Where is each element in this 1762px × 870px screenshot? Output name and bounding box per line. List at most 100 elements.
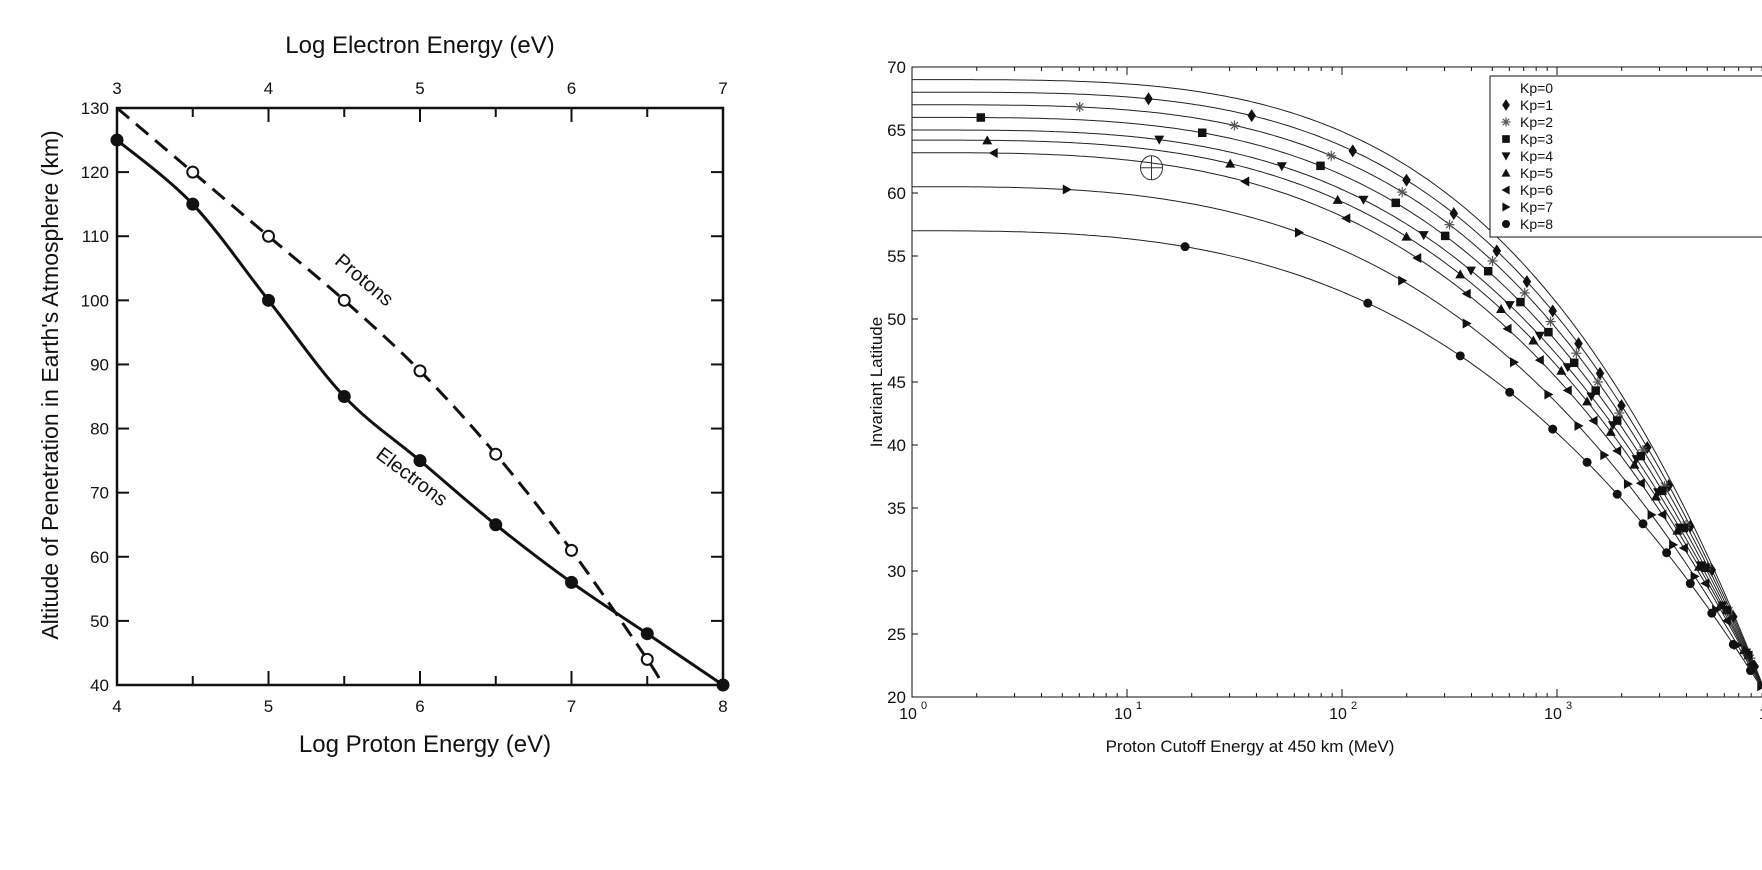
data-point-protons <box>640 652 654 666</box>
marker-kp-7 <box>1510 357 1519 368</box>
left-bottom-tick-label: 5 <box>264 697 273 716</box>
right-x-tick-label: 10 <box>1544 706 1562 723</box>
marker-kp-8 <box>1363 298 1373 308</box>
marker-kp-6 <box>1412 253 1422 264</box>
data-point-electrons <box>565 575 578 589</box>
marker-kp-5 <box>1672 525 1683 535</box>
data-point-protons <box>489 447 503 461</box>
asterisk-stroke <box>1520 288 1529 297</box>
marker-kp-6 <box>1721 615 1731 626</box>
left-bottom-tick-label: 4 <box>112 697 121 716</box>
marker-kp-5 <box>1715 600 1726 610</box>
right-y-axis-label: Invariant Latitude <box>867 317 886 447</box>
right-x-tick-label: 10 <box>899 706 917 723</box>
marker-kp-8 <box>1707 608 1717 618</box>
marker-kp-3 <box>1591 386 1600 395</box>
marker-kp-3 <box>1744 650 1753 660</box>
asterisk-stroke <box>1075 103 1084 111</box>
right-legend: Kp=0Kp=1Kp=2Kp=3Kp=4Kp=5Kp=6Kp=7Kp=8 <box>1489 75 1762 238</box>
asterisk-stroke <box>1546 317 1555 326</box>
marker-kp-7 <box>1669 539 1679 550</box>
marker-kp-4 <box>1504 301 1515 311</box>
legend-marker <box>1501 185 1510 195</box>
left-top-tick-label: 7 <box>718 79 727 98</box>
marker-kp-3 <box>1612 416 1622 425</box>
left-y-tick-label: 110 <box>82 227 109 246</box>
asterisk-stroke <box>1502 118 1510 126</box>
marker-kp-4 <box>1674 523 1685 533</box>
marker-kp-4 <box>1358 195 1369 205</box>
left-y-axis-label: Altitude of Penetration in Earth's Atmos… <box>37 130 63 639</box>
right-x-tick-label: 10 <box>1114 706 1132 723</box>
marker-kp-4 <box>1653 488 1664 498</box>
marker-kp-4 <box>1534 331 1545 341</box>
data-point-electrons <box>186 197 200 211</box>
marker-kp-5 <box>1528 335 1539 345</box>
data-point-electrons <box>489 518 503 532</box>
legend-label: Kp=8 <box>1520 216 1553 232</box>
marker-kp-2 <box>1397 187 1408 198</box>
left-y-tick-label: 90 <box>90 355 109 374</box>
curve-kp-8 <box>912 230 1762 690</box>
right-series <box>912 79 1762 692</box>
marker-kp-7 <box>1647 509 1657 520</box>
right-x-tick-exponent: 0 <box>921 700 927 712</box>
marker-kp-6 <box>1612 445 1622 456</box>
right-y-tick-label: 45 <box>887 373 906 392</box>
marker-kp-7 <box>1600 450 1610 461</box>
marker-kp-1 <box>1449 206 1459 220</box>
series-line-protons <box>116 106 664 686</box>
left-chart: 4 5 6 7 8 3 4 5 6 7 40 50 60 70 80 90 100 110 120 130 Log E… <box>37 32 730 758</box>
marker-kp-6 <box>1678 542 1688 553</box>
asterisk-stroke <box>1593 378 1602 386</box>
right-y-tick-label: 40 <box>887 436 906 455</box>
right-y-tick-label: 70 <box>887 58 906 77</box>
asterisk-stroke <box>1615 409 1624 417</box>
right-y-tick-label: 55 <box>887 247 906 266</box>
marker-kp-6 <box>1588 415 1598 426</box>
marker-kp-3 <box>1569 358 1579 368</box>
legend-label: Kp=3 <box>1520 131 1553 147</box>
marker-kp-3 <box>1722 605 1732 615</box>
left-top-tick-label: 4 <box>264 79 273 98</box>
right-y-tick-label: 20 <box>887 688 906 707</box>
curve-kp-6 <box>912 152 1762 688</box>
marker-kp-8 <box>1548 424 1558 434</box>
legend-marker <box>1501 168 1511 177</box>
left-top-axis-label: Log Electron Energy (eV) <box>285 32 554 59</box>
left-y-tick-label: 130 <box>81 99 109 118</box>
marker-kp-5 <box>1401 231 1412 241</box>
left-bottom-tick-label: 6 <box>415 697 424 716</box>
legend-label: Kp=0 <box>1520 80 1553 96</box>
right-x-tick-label: 10 <box>1329 706 1347 723</box>
marker-kp-8 <box>1505 387 1515 397</box>
marker-kp-7 <box>1062 184 1072 195</box>
right-x-axis-label: Proton Cutoff Energy at 450 km (MeV) <box>1106 737 1395 756</box>
legend-label: Kp=5 <box>1520 165 1553 181</box>
legend-marker <box>1501 117 1511 127</box>
marker-kp-7 <box>1574 420 1584 431</box>
curve-kp-4 <box>912 129 1762 687</box>
legend-marker <box>1501 219 1511 229</box>
marker-kp-4 <box>1631 455 1642 465</box>
marker-kp-6 <box>1502 323 1512 334</box>
right-chart: 1001011021031042025303540455055606570 Kp… <box>867 58 1762 756</box>
marker-kp-2 <box>1074 101 1085 112</box>
marker-kp-5 <box>1332 194 1343 204</box>
marker-kp-4 <box>1586 392 1597 402</box>
marker-kp-1 <box>1348 144 1357 158</box>
legend-marker <box>1502 99 1510 111</box>
data-point-electrons <box>262 293 275 307</box>
marker-kp-1 <box>1492 244 1502 258</box>
marker-kp-2 <box>1229 120 1240 131</box>
marker-kp-3 <box>976 113 986 122</box>
marker-kp-1 <box>1522 275 1532 289</box>
right-y-tick-label: 60 <box>887 184 906 203</box>
left-y-tick-label: 50 <box>90 612 109 631</box>
right-x-tick-exponent: 1 <box>1136 700 1142 712</box>
marker-kp-3 <box>1198 128 1207 138</box>
asterisk-stroke <box>1327 151 1336 160</box>
left-plot-frame <box>115 106 725 687</box>
asterisk-stroke <box>1398 188 1407 197</box>
